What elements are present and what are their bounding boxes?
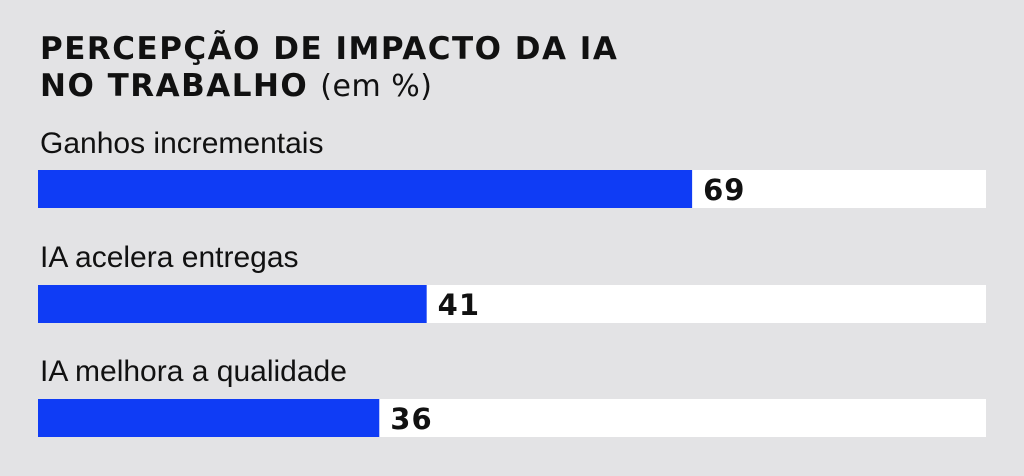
value-label: 69 xyxy=(703,173,745,207)
value-label: 36 xyxy=(390,402,432,436)
value-label: 41 xyxy=(438,288,480,322)
chart-title-unit: (em %) xyxy=(320,69,432,104)
chart-title-line1: PERCEPÇÃO DE IMPACTO DA IA xyxy=(40,30,618,67)
chart-title-main: NO TRABALHO xyxy=(40,68,308,104)
bar xyxy=(38,285,427,323)
bars-group: Ganhos incrementais 69 IA acelera entregas… xyxy=(38,127,986,437)
chart-title-line2: NO TRABALHO (em %) xyxy=(40,68,432,104)
category-label: IA melhora a qualidade xyxy=(40,355,347,388)
bar xyxy=(38,170,693,208)
bar xyxy=(38,399,380,437)
category-label: IA acelera entregas xyxy=(40,241,299,274)
category-label: Ganhos incrementais xyxy=(40,127,323,160)
